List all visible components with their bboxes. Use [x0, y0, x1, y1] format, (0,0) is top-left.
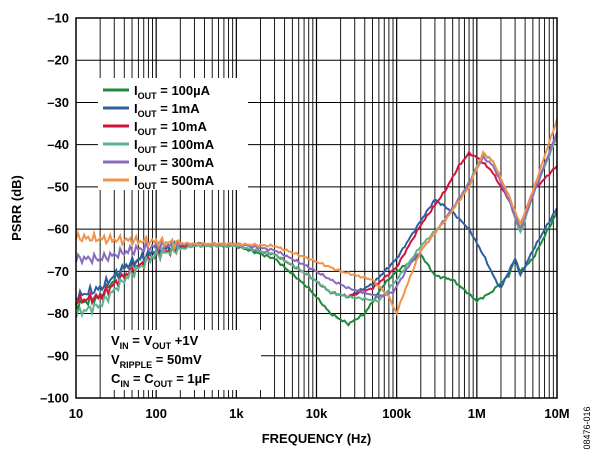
y-tick-label: –30 [47, 95, 69, 110]
y-tick-label: –100 [40, 391, 69, 406]
condition-line: VRIPPLE = 50mV [111, 352, 202, 370]
y-tick-label: –80 [47, 306, 69, 321]
y-tick-label: –40 [47, 137, 69, 152]
legend-entry: IOUT = 100µA [134, 83, 211, 101]
y-tick-label: –90 [47, 348, 69, 363]
y-tick-label: –10 [47, 11, 69, 26]
y-tick-label: –70 [47, 264, 69, 279]
x-tick-label: 1M [468, 406, 486, 421]
x-tick-label: 100k [382, 406, 412, 421]
series-line [75, 119, 558, 317]
x-axis-label: FREQUENCY (Hz) [262, 431, 372, 446]
legend-entry: IOUT = 500mA [134, 173, 215, 191]
series-lines [75, 119, 558, 327]
condition-line: CIN = COUT = 1µF [111, 371, 210, 389]
x-tick-label: 1k [229, 406, 244, 421]
conditions-box [101, 330, 261, 390]
tick-labels: 10 100 1k 10k 100k 1M 10M –10 –20 –30 –40 –50 –60 –70… [40, 11, 570, 422]
legend-entry: IOUT = 1mA [134, 101, 200, 119]
y-tick-label: –60 [47, 222, 69, 237]
plot-frame [75, 17, 558, 399]
y-tick-label: –20 [47, 53, 69, 68]
x-tick-label: 100 [145, 406, 167, 421]
y-axis-label: PSRR (dB) [9, 175, 24, 241]
condition-line: VIN = VOUT +1V [111, 333, 199, 351]
x-tick-label: 10M [544, 406, 569, 421]
legend-entry: IOUT = 10mA [134, 119, 207, 137]
legend-box [98, 78, 248, 190]
figure-id: 08476-016 [582, 406, 592, 449]
x-tick-label: 10 [69, 406, 83, 421]
legend-entry: IOUT = 100mA [134, 137, 215, 155]
y-tick-label: –50 [47, 179, 69, 194]
legend-entry: IOUT = 300mA [134, 155, 215, 173]
x-tick-label: 10k [306, 406, 328, 421]
